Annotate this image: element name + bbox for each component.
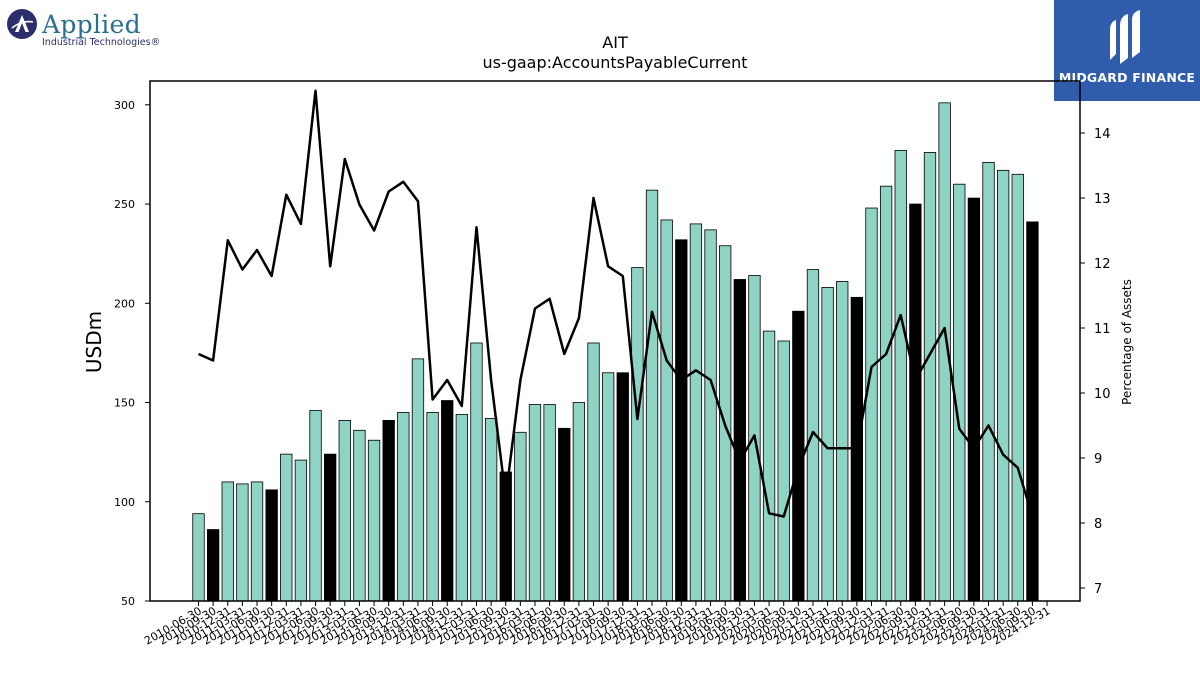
percentage-line (197, 89, 1034, 518)
publisher-logo: MIDGARD FINANCE (1054, 0, 1200, 101)
right-tick-label: 8 (1094, 517, 1102, 532)
bar (397, 412, 410, 602)
right-tick-label: 9 (1094, 452, 1102, 467)
right-axis-ticks: 7 8 9 10 11 12 13 14 (1080, 127, 1111, 597)
bar (338, 419, 351, 602)
left-tick-label: 50 (121, 595, 135, 608)
chart-subtitle: us-gaap:AccountsPayableCurrent (482, 53, 747, 72)
bar (601, 372, 615, 602)
bar-highlighted (733, 279, 746, 602)
bar (514, 431, 527, 602)
plot-frame (149, 80, 1081, 602)
bar (250, 481, 264, 602)
bar (645, 189, 659, 602)
bar-highlighted (441, 400, 454, 602)
bar (543, 404, 556, 602)
chart-title: AIT (602, 33, 628, 52)
bar (367, 439, 381, 602)
bar-highlighted (206, 529, 220, 602)
bar (836, 281, 849, 602)
bar-series (192, 102, 1039, 602)
bar-highlighted (558, 427, 571, 602)
company-logo: Applied Industrial Technologies® (6, 6, 166, 50)
right-axis-label: Percentage of Assets (1120, 279, 1134, 405)
right-tick-label: 10 (1094, 387, 1111, 402)
left-tick-label: 300 (114, 99, 135, 112)
bar (192, 513, 205, 602)
left-tick-label: 200 (114, 297, 135, 310)
bar (997, 169, 1010, 602)
right-tick-label: 11 (1094, 322, 1111, 337)
bar-highlighted (382, 419, 395, 602)
bar (689, 223, 703, 602)
right-tick-label: 14 (1094, 127, 1111, 142)
bar (411, 358, 425, 602)
left-tick-label: 150 (114, 397, 135, 410)
right-tick-label: 12 (1094, 257, 1111, 272)
company-logo-text: Applied (42, 10, 141, 39)
bar-highlighted (675, 239, 688, 602)
bar (631, 267, 644, 602)
bar (1011, 173, 1024, 602)
bar (528, 404, 542, 602)
bar (982, 161, 995, 602)
bar-highlighted (909, 203, 922, 602)
bar (294, 459, 308, 602)
publisher-logo-text: MIDGARD FINANCE (1058, 70, 1196, 85)
bar (572, 402, 586, 602)
bar (221, 481, 234, 602)
bar-highlighted (616, 372, 629, 602)
bar (923, 152, 937, 602)
left-tick-label: 250 (114, 198, 135, 211)
line-series (197, 89, 1034, 518)
bar (865, 207, 878, 602)
bar (353, 429, 366, 602)
bar (236, 483, 249, 602)
left-tick-label: 100 (114, 496, 135, 509)
bar-highlighted (967, 197, 981, 602)
bar (879, 185, 893, 602)
bar (455, 414, 468, 602)
bar (894, 150, 907, 602)
left-axis-ticks: 50 100 150 200 250 300 (114, 99, 150, 608)
bar-highlighted (1026, 221, 1039, 602)
x-axis-ticks: 2010-06-302010-09-302010-12-312011-03-31… (142, 601, 1053, 648)
right-tick-label: 13 (1094, 192, 1111, 207)
bar (309, 410, 322, 602)
bar (426, 412, 439, 602)
company-logo-subtext: Industrial Technologies® (42, 37, 161, 48)
bar (777, 340, 790, 602)
bar (484, 418, 498, 602)
bar-highlighted (324, 453, 337, 602)
right-tick-label: 7 (1094, 582, 1102, 597)
bar-highlighted (265, 489, 278, 602)
bar (280, 453, 293, 602)
bar (704, 229, 717, 602)
bar (762, 330, 776, 602)
bar (587, 342, 600, 602)
midgard-emblem-icon (1110, 10, 1140, 64)
company-logo-emblem-icon (7, 9, 37, 39)
bar (660, 219, 673, 602)
bar (470, 342, 483, 602)
left-axis-label: USDm (82, 311, 106, 373)
